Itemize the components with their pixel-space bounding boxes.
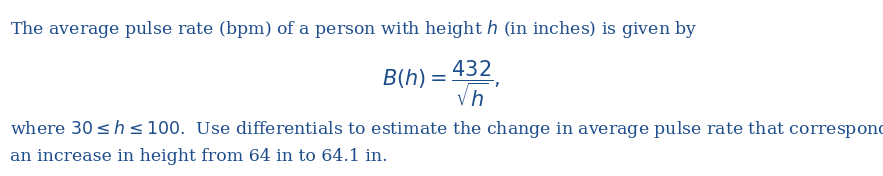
Text: an increase in height from 64 in to 64.1 in.: an increase in height from 64 in to 64.1… <box>10 148 388 165</box>
Text: The average pulse rate (bpm) of a person with height $h$ (in inches) is given by: The average pulse rate (bpm) of a person… <box>10 18 698 40</box>
Text: $B(h) = \dfrac{432}{\sqrt{h}},$: $B(h) = \dfrac{432}{\sqrt{h}},$ <box>382 58 501 109</box>
Text: where $30 \leq h \leq 100$.  Use differentials to estimate the change in average: where $30 \leq h \leq 100$. Use differen… <box>10 118 883 140</box>
